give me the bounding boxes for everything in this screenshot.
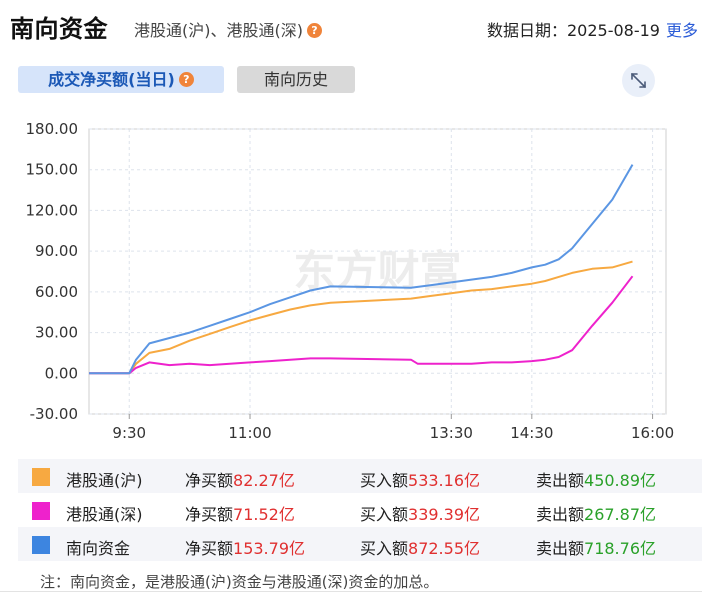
buy-label: 买入额 <box>360 471 409 490</box>
x-tick-label: 16:00 <box>631 424 674 442</box>
x-tick-label: 9:30 <box>112 424 146 442</box>
sell-label: 卖出额 <box>536 539 585 558</box>
x-tick-label: 11:00 <box>228 424 271 442</box>
expand-arrows-icon <box>631 73 646 88</box>
date-label: 数据日期： <box>486 21 567 40</box>
y-tick-label: 60.00 <box>35 283 78 301</box>
series-lines <box>89 164 634 375</box>
y-tick-label: 150.00 <box>26 161 79 179</box>
tab-southbound-history[interactable]: 南向历史 <box>237 66 355 93</box>
chart: 东方财富 180.00150.00120.0090.0060.0030.000.… <box>26 120 675 442</box>
buy-label: 买入额 <box>360 539 409 558</box>
legend-name: 港股通(沪) <box>66 471 143 490</box>
sell-label: 卖出额 <box>536 505 585 524</box>
y-tick-label: -30.00 <box>30 405 78 423</box>
grid <box>88 128 667 415</box>
net-value: 82.27亿 <box>233 471 295 490</box>
tab-net-buy-today-label: 成交净买额(当日) <box>48 70 175 89</box>
legend-name: 港股通(深) <box>66 505 143 524</box>
legend-row-sz: 港股通(深) 净买额71.52亿 买入额339.39亿 卖出额267.87亿 <box>18 493 702 527</box>
expand-button[interactable] <box>622 64 655 97</box>
y-tick-label: 180.00 <box>26 120 79 138</box>
footnote: 注：南向资金，是港股通(沪)资金与港股通(深)资金的加总。 <box>40 573 439 591</box>
data-date: 数据日期：2025-08-19 更多 <box>487 17 698 41</box>
help-icon[interactable]: ? <box>306 23 322 38</box>
series-line-sz <box>89 275 634 375</box>
more-link[interactable]: 更多 <box>665 21 698 40</box>
net-label: 净买额 <box>185 539 234 558</box>
legend-table: 港股通(沪) 净买额82.27亿 买入额533.16亿 卖出额450.89亿 港… <box>18 459 702 561</box>
legend-row-sh: 港股通(沪) 净买额82.27亿 买入额533.16亿 卖出额450.89亿 <box>18 459 702 493</box>
sell-value: 267.87亿 <box>584 505 657 524</box>
legend-net: 净买额82.27亿 <box>185 467 295 491</box>
y-tick-label: 120.00 <box>26 201 79 219</box>
sell-label: 卖出额 <box>536 471 585 490</box>
page-title: 南向资金 <box>10 15 108 43</box>
x-tick-label: 14:30 <box>510 424 553 442</box>
legend-net: 净买额71.52亿 <box>185 501 295 525</box>
tab-net-buy-today[interactable]: 成交净买额(当日)? <box>18 66 224 93</box>
legend-sell: 卖出额718.76亿 <box>536 535 656 559</box>
series-line-total <box>89 164 634 375</box>
y-tick-label: 30.00 <box>35 324 78 342</box>
legend-swatch-sz <box>32 502 50 520</box>
subtitle-text: 港股通(沪)、港股通(深) <box>134 21 303 40</box>
legend-buy: 买入额339.39亿 <box>360 501 480 525</box>
legend-swatch-total <box>32 536 50 554</box>
net-label: 净买额 <box>185 471 234 490</box>
date-value: 2025-08-19 <box>567 21 660 40</box>
x-tick-label: 13:30 <box>430 424 473 442</box>
sell-value: 450.89亿 <box>584 471 657 490</box>
page-subtitle: 港股通(沪)、港股通(深)? <box>134 17 322 41</box>
plot-frame <box>88 128 667 415</box>
legend-net: 净买额153.79亿 <box>185 535 305 559</box>
legend-sell: 卖出额450.89亿 <box>536 467 656 491</box>
legend-row-total: 南向资金 净买额153.79亿 买入额872.55亿 卖出额718.76亿 <box>18 527 702 561</box>
divider <box>0 591 702 592</box>
help-icon[interactable]: ? <box>178 72 194 87</box>
header: 南向资金 港股通(沪)、港股通(深)? 数据日期：2025-08-19 更多 <box>0 0 702 52</box>
legend-buy: 买入额872.55亿 <box>360 535 480 559</box>
y-tick-label: 90.00 <box>35 242 78 260</box>
y-axis: 180.00 150.00 120.00 90.00 60.00 30.00 0.00 -30… <box>26 120 79 423</box>
series-line-sh <box>89 260 633 375</box>
buy-value: 872.55亿 <box>408 539 481 558</box>
buy-label: 买入额 <box>360 505 409 524</box>
x-axis: 9:30 11:00 13:30 14:30 16:00 <box>112 414 674 442</box>
net-label: 净买额 <box>185 505 234 524</box>
y-tick-label: 0.00 <box>45 364 78 382</box>
net-value: 153.79亿 <box>233 539 306 558</box>
buy-value: 533.16亿 <box>408 471 481 490</box>
legend-swatch-sh <box>32 468 50 486</box>
sell-value: 718.76亿 <box>584 539 657 558</box>
net-value: 71.52亿 <box>233 505 295 524</box>
legend-buy: 买入额533.16亿 <box>360 467 480 491</box>
buy-value: 339.39亿 <box>408 505 481 524</box>
legend-sell: 卖出额267.87亿 <box>536 501 656 525</box>
legend-name: 南向资金 <box>66 539 131 558</box>
